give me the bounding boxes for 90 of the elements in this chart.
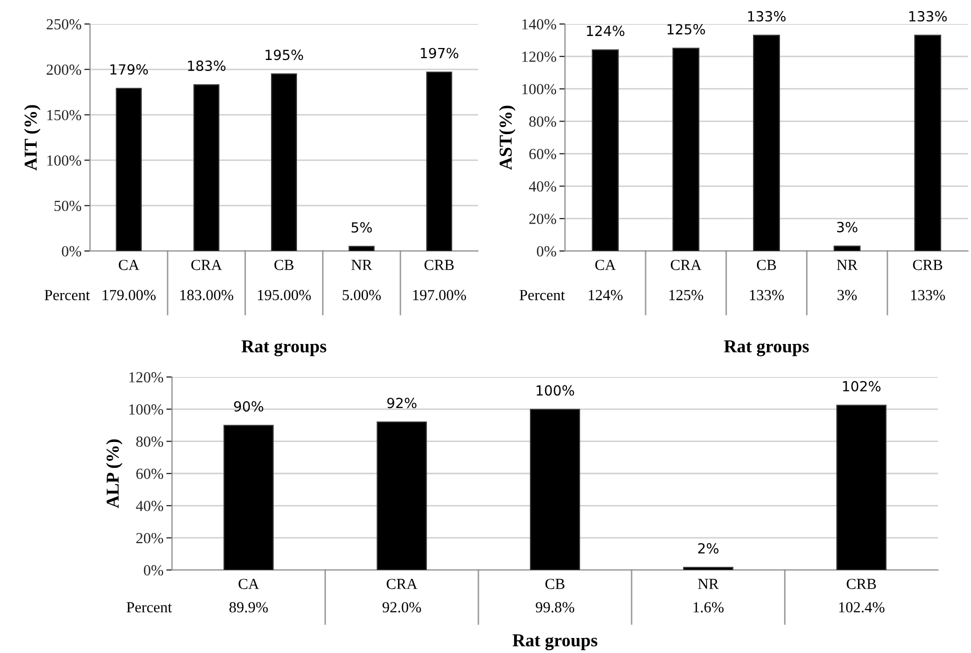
text: 92.0% [382,602,422,612]
x-tick-label: CB [756,260,776,270]
data-label: 3% [837,222,858,232]
x-tick-label: CRB [846,578,876,590]
bar [683,566,734,570]
text: 125% [669,290,704,300]
y-tick-label: 120% [522,52,556,62]
y-tick-label: 100% [47,155,82,166]
y-tick-label: 60% [136,468,164,479]
data-label: 5% [352,222,372,233]
x-tick-label: NR [698,578,719,589]
text: 179.00% [102,290,156,300]
text: 133% [911,290,945,300]
bar [592,49,619,251]
x-tick-label: CRA [386,578,418,590]
x-axis-title: Rat groups [724,340,809,356]
x-tick-label: CB [545,578,564,590]
x-tick-label: CA [595,260,616,270]
y-axis-title: ALP (%) [106,439,122,508]
data-label: 125% [668,24,705,35]
y-axis-title: AST(%) [499,106,516,170]
text: 3% [838,290,857,300]
x-tick-label: CRB [424,260,454,270]
data-label: 195% [266,50,304,60]
data-label: 2% [698,543,718,554]
bar [672,48,700,251]
y-tick-label: 40% [528,181,556,192]
y-tick-label: 20% [136,532,164,544]
data-label: 133% [748,11,786,22]
data-label: 133% [909,11,947,22]
y-tick-label: 80% [136,436,164,447]
data-label: 124% [586,26,624,36]
text: 89.9% [229,602,268,612]
bar [834,246,861,251]
y-tick-label: 100% [129,404,164,415]
bar [530,408,580,570]
y-tick-label: 150% [47,110,82,120]
y-axis-title: AIT (%) [24,105,40,171]
bar [836,404,886,570]
x-tick-label: CA [238,578,260,590]
data-label: 90% [234,401,264,412]
text: 5.00% [342,290,381,300]
text: 1.6% [694,602,724,612]
text: Percent [126,602,172,612]
y-tick-label: 80% [529,116,556,127]
y-tick-label: 60% [529,148,556,160]
data-label: 92% [387,398,416,408]
text: Percent [520,290,565,300]
y-tick-label: 0% [536,246,556,256]
y-tick-label: 0% [62,246,82,256]
bar [753,34,780,251]
data-label: 197% [420,48,458,58]
bar [224,424,274,570]
text: 195.00% [258,290,311,300]
bar [376,421,427,570]
bar [348,246,375,251]
text: 102.4% [839,602,884,612]
y-tick-label: 40% [136,500,164,512]
y-tick-label: 140% [522,19,556,30]
bar [914,34,942,251]
data-label: 183% [188,60,226,72]
x-tick-label: CRA [670,260,702,270]
x-tick-label: NR [351,260,372,270]
y-tick-label: 50% [54,200,82,212]
y-tick-label: 20% [529,214,556,224]
x-axis-title: Rat groups [242,340,326,356]
data-label: 102% [843,381,880,392]
y-tick-label: 120% [129,372,164,382]
bar [271,73,297,251]
x-axis-title: Rat groups [512,634,598,650]
y-tick-label: 200% [46,64,82,75]
x-tick-label: CRA [191,260,222,270]
text: 133% [750,290,784,300]
y-tick-label: 0% [144,565,164,576]
x-tick-label: CB [274,260,294,270]
bar [193,84,220,251]
data-label: 100% [536,385,574,396]
text: 197.00% [413,290,466,300]
text: Percent [44,290,90,300]
x-tick-label: CA [118,260,140,270]
x-tick-label: CRB [913,260,942,270]
bar [426,72,452,251]
y-tick-label: 100% [522,84,556,94]
y-tick-label: 250% [46,19,82,30]
text: 99.8% [536,602,574,612]
text: 124% [588,290,623,300]
x-tick-label: NR [836,260,858,270]
bar [116,88,142,251]
text: 183.00% [180,290,234,300]
data-label: 179% [110,64,148,75]
